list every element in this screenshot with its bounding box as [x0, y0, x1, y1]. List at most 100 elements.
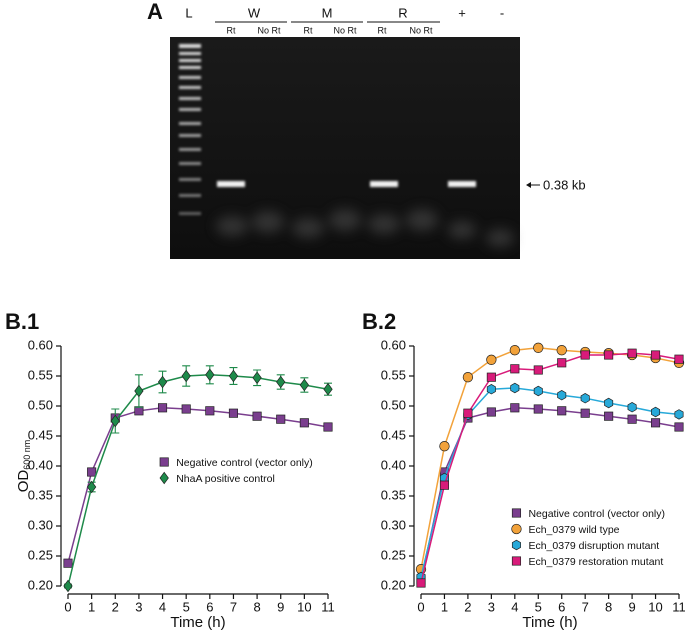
y-tick-label: 0.30 — [28, 517, 53, 532]
x-axis-label: Time (h) — [170, 614, 225, 631]
marker — [509, 345, 520, 356]
marker — [486, 372, 496, 382]
marker — [604, 397, 614, 409]
marker — [486, 383, 496, 395]
legend-label: NhaA positive control — [176, 473, 275, 485]
gel-image — [170, 37, 520, 259]
legend-label: Ech_0379 wild type — [528, 524, 619, 536]
x-tick-label: 5 — [183, 599, 190, 614]
panel-label: B.2 — [362, 309, 396, 334]
y-tick-label: 0.35 — [381, 487, 406, 502]
marker — [511, 539, 521, 551]
marker — [674, 409, 684, 420]
marker — [63, 579, 73, 593]
x-tick-label: 6 — [206, 599, 213, 614]
x-axis-label: Time (h) — [522, 614, 577, 631]
marker — [181, 369, 191, 383]
lane-label: R — [398, 5, 407, 20]
lane-label: L — [185, 5, 192, 20]
marker — [651, 406, 661, 418]
marker — [650, 418, 661, 428]
sublane-label: No Rt — [257, 25, 281, 35]
marker — [205, 368, 215, 382]
marker — [323, 422, 333, 432]
x-tick-label: 0 — [417, 599, 424, 614]
sublane-label: No Rt — [409, 25, 433, 35]
x-tick-label: 1 — [441, 599, 448, 614]
marker — [486, 407, 496, 417]
band-label: 0.38 kb — [543, 177, 586, 192]
legend-label: Ech_0379 restoration mutant — [528, 556, 663, 568]
legend-label: Ech_0379 disruption mutant — [528, 540, 659, 552]
marker — [674, 354, 684, 364]
x-tick-label: 6 — [558, 599, 565, 614]
marker — [110, 414, 120, 428]
marker — [627, 414, 637, 424]
marker — [674, 422, 684, 432]
marker — [462, 372, 474, 383]
marker — [510, 403, 520, 413]
x-tick-label: 10 — [648, 599, 662, 614]
marker — [87, 480, 97, 494]
x-tick-label: 1 — [88, 599, 95, 614]
x-tick-label: 9 — [277, 599, 284, 614]
gel-header: L W M R + - — [185, 5, 504, 20]
marker — [323, 382, 333, 396]
marker — [650, 350, 661, 360]
y-tick-label: 0.35 — [28, 487, 53, 502]
marker — [557, 389, 567, 401]
y-tick-label: 0.45 — [28, 427, 53, 442]
marker — [157, 375, 168, 389]
x-tick-label: 8 — [605, 599, 612, 614]
y-tick-label: 0.40 — [28, 457, 53, 472]
x-tick-label: 11 — [321, 599, 335, 614]
y-tick-label: 0.50 — [381, 397, 406, 412]
x-tick-label: 2 — [112, 599, 119, 614]
marker — [511, 523, 522, 535]
y-tick-label: 0.60 — [381, 337, 406, 352]
x-tick-label: 7 — [582, 599, 589, 614]
lane-label: - — [500, 5, 504, 20]
marker — [511, 556, 522, 566]
x-tick-label: 7 — [230, 599, 237, 614]
y-tick-label: 0.30 — [381, 517, 406, 532]
marker — [580, 392, 590, 404]
x-tick-label: 11 — [672, 599, 685, 614]
marker — [556, 345, 567, 356]
marker — [580, 350, 590, 360]
x-tick-label: 3 — [488, 599, 495, 614]
marker — [63, 558, 73, 568]
sublane-label: Rt — [378, 25, 387, 35]
y-tick-label: 0.20 — [381, 577, 406, 592]
y-tick-label: 0.25 — [28, 547, 53, 562]
marker — [228, 369, 239, 383]
lane-label: M — [322, 5, 333, 20]
y-tick-label: 0.55 — [28, 367, 53, 382]
legend-label: Negative control (vector only) — [528, 508, 665, 520]
y-tick-label: 0.60 — [28, 337, 53, 352]
x-tick-label: 3 — [135, 599, 142, 614]
y-tick-label: 0.45 — [381, 427, 406, 442]
marker — [604, 411, 614, 421]
marker — [205, 406, 215, 416]
x-tick-label: 9 — [628, 599, 635, 614]
marker — [416, 578, 426, 588]
marker — [299, 378, 309, 392]
marker — [580, 408, 590, 418]
x-tick-label: 8 — [253, 599, 260, 614]
marker — [157, 403, 168, 413]
y-axis-label-sub: 600 nm — [22, 440, 32, 470]
marker — [87, 467, 97, 477]
marker — [159, 457, 169, 467]
marker — [228, 408, 239, 418]
x-tick-label: 5 — [535, 599, 542, 614]
panel-label: B.1 — [5, 309, 39, 334]
marker — [252, 371, 262, 385]
x-tick-label: 4 — [511, 599, 518, 614]
series-line — [420, 407, 680, 581]
marker — [439, 441, 450, 452]
marker — [439, 480, 450, 490]
y-tick-label: 0.20 — [28, 577, 53, 592]
marker — [533, 342, 544, 353]
x-tick-label: 0 — [64, 599, 71, 614]
